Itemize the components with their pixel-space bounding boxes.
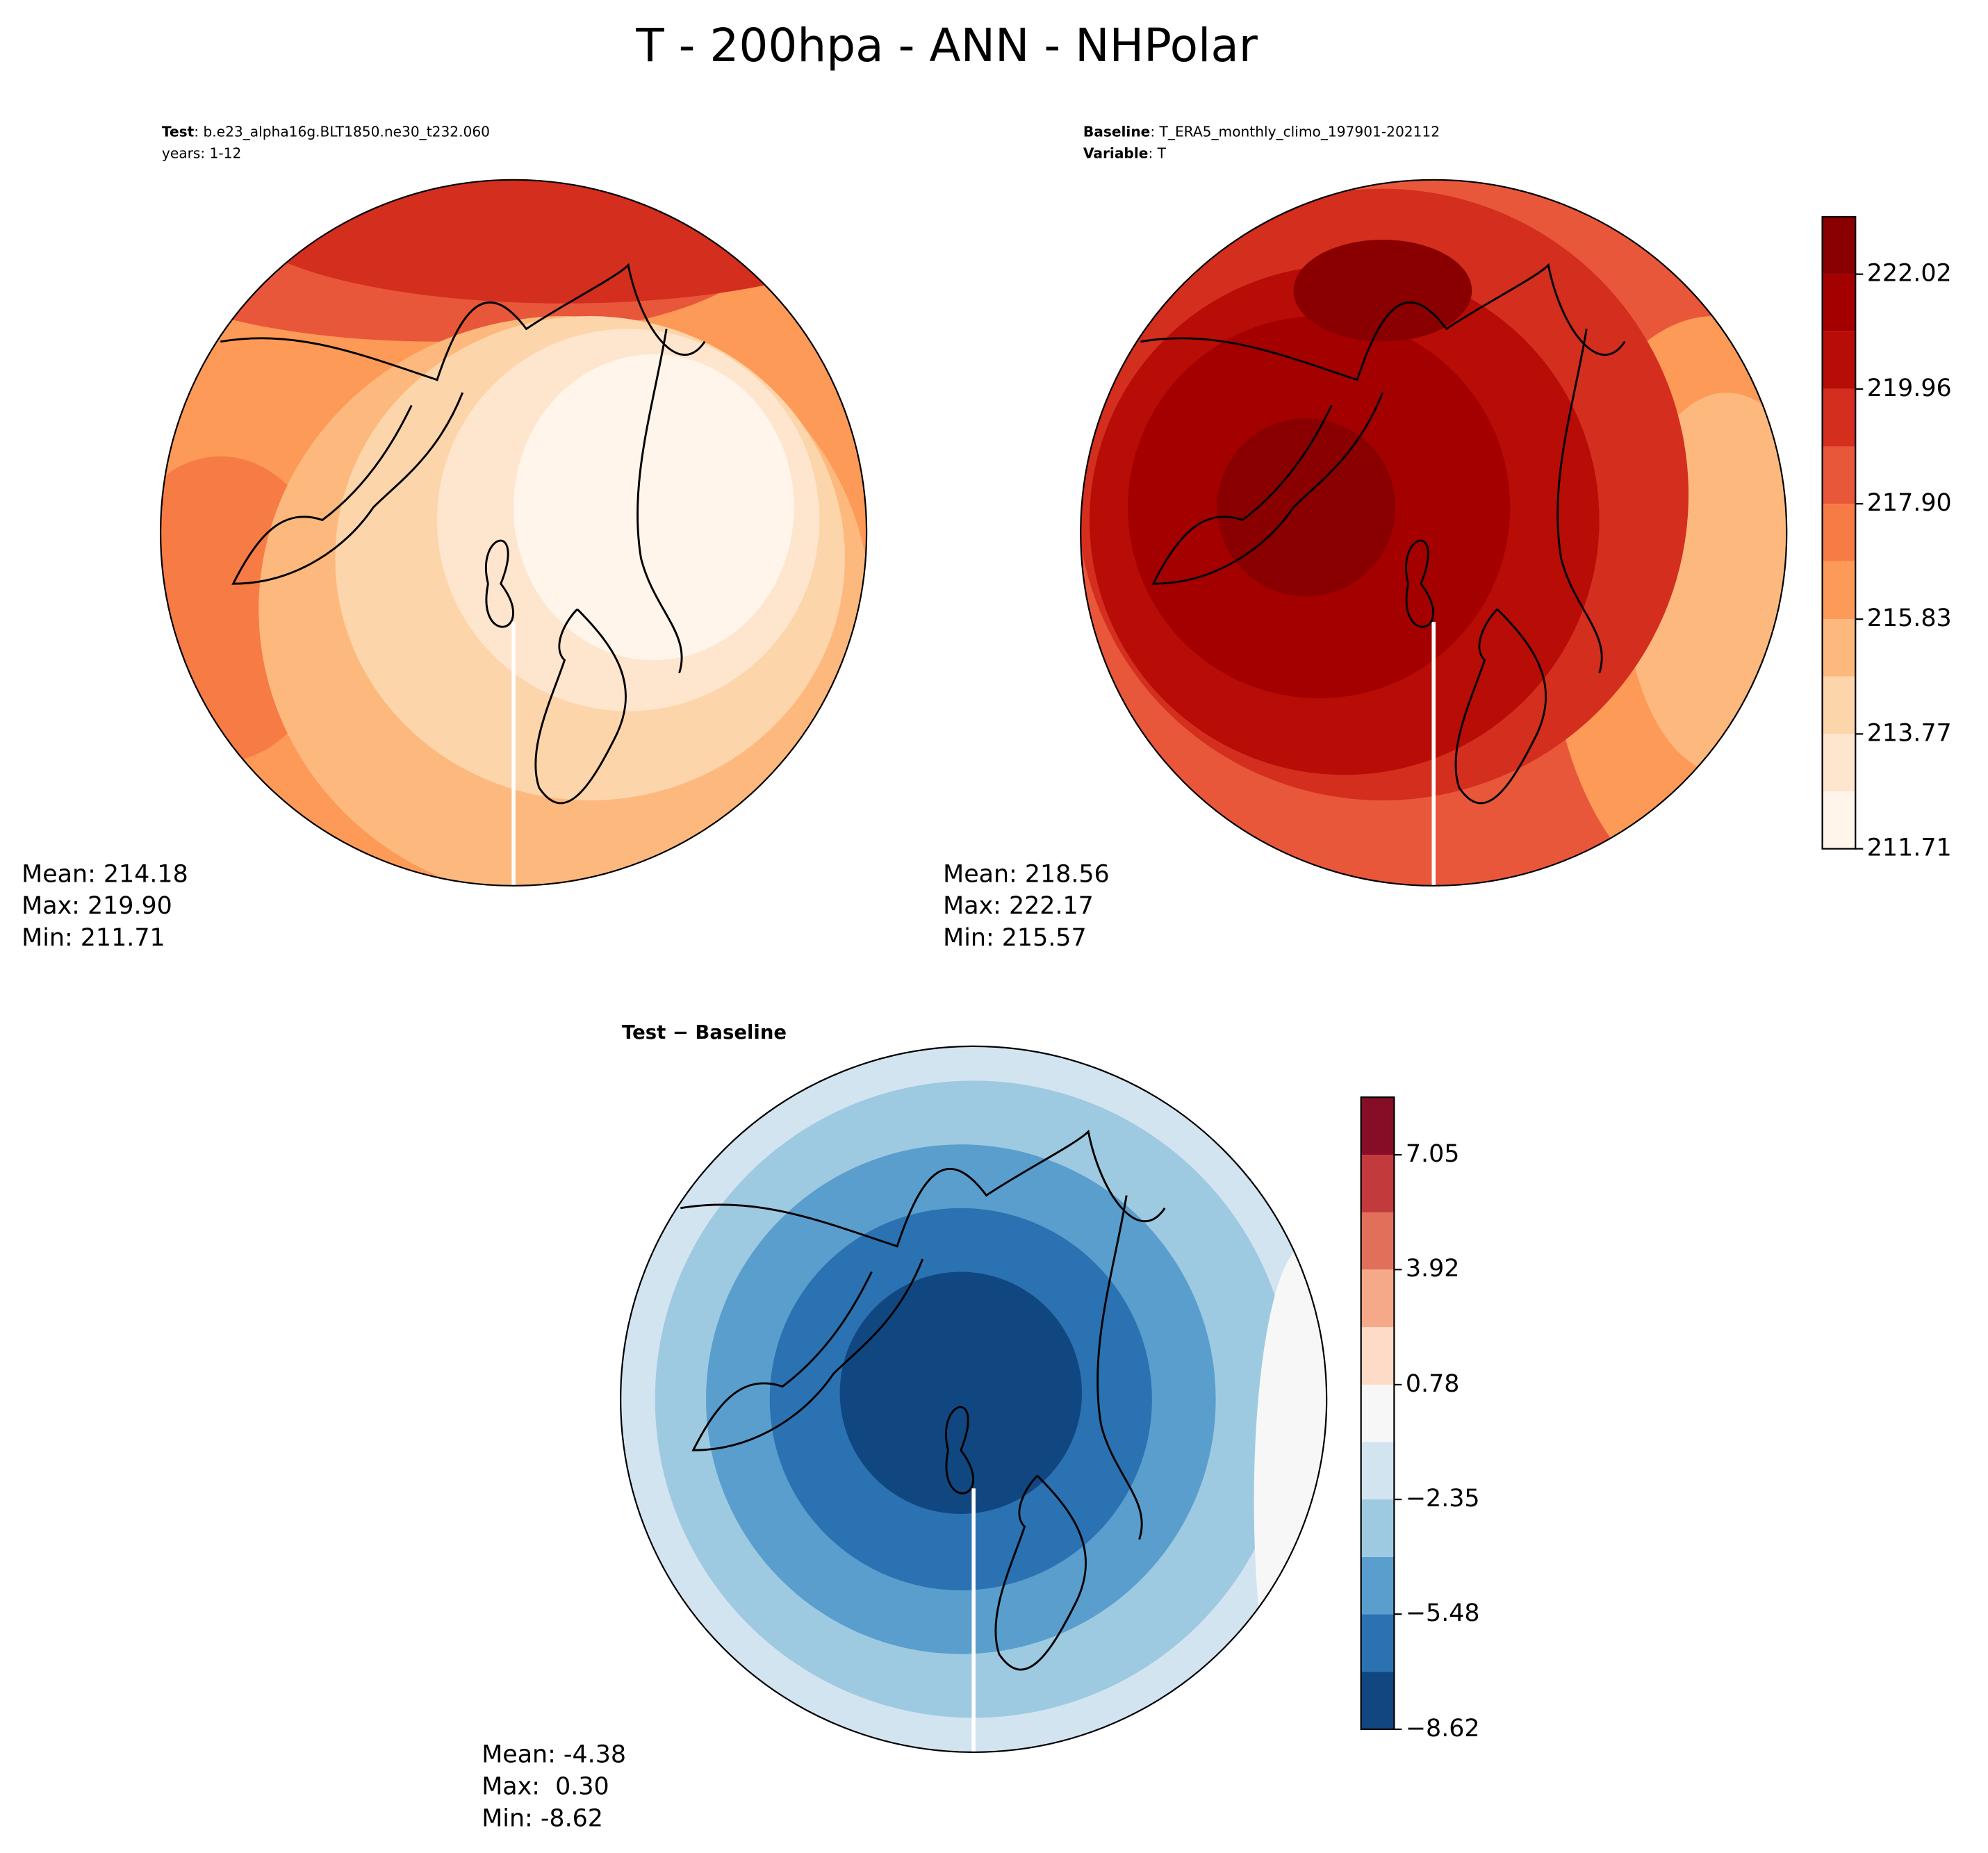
colorbar-band <box>1822 676 1856 734</box>
colorbar-band <box>1822 561 1856 620</box>
colorbar-tick-label: −2.35 <box>1406 1485 1480 1513</box>
header-label: Test − Baseline <box>622 1021 787 1044</box>
figure-title: T - 200hpa - ANN - NHPolar <box>635 19 1258 72</box>
contour-region <box>1217 418 1396 597</box>
colorbar-band <box>1822 791 1856 849</box>
colorbar-band <box>1822 274 1856 332</box>
colorbar-band <box>1361 1097 1395 1155</box>
panel-header: years: 1-12 <box>162 145 241 162</box>
colorbar-tick-label: 219.96 <box>1867 374 1952 402</box>
colorbar-tick-label: 7.05 <box>1406 1140 1460 1168</box>
colorbar-band <box>1822 446 1856 504</box>
map-field <box>161 179 867 886</box>
colorbar-band <box>1361 1672 1395 1729</box>
colorbar-band <box>1361 1155 1395 1212</box>
colorbar-band <box>1822 504 1856 561</box>
colorbar-tick-label: −5.48 <box>1406 1599 1480 1627</box>
header-text: : T <box>1148 145 1166 162</box>
map-boundary <box>620 1045 1328 1754</box>
colorbar-band <box>1361 1499 1395 1557</box>
colorbar-tick-label: 3.92 <box>1406 1255 1460 1283</box>
coastline <box>1140 263 1626 805</box>
header-label: Test <box>162 123 195 140</box>
stat-line: Mean: 218.56 <box>943 860 1110 888</box>
colorbar-tick-label: 213.77 <box>1867 719 1952 747</box>
colorbar-tick-label: −8.62 <box>1406 1715 1480 1743</box>
map-field <box>1081 179 1787 886</box>
colorbar-band <box>1822 619 1856 677</box>
header-text: : b.e23_alpha16g.BLT1850.ne30_t232.060 <box>194 123 490 140</box>
coastline <box>220 263 706 805</box>
stat-line: Mean: 214.18 <box>22 860 188 888</box>
colorbar-band <box>1822 388 1856 447</box>
contour-region <box>621 1046 745 1145</box>
colorbar-tick-label: 0.78 <box>1406 1370 1460 1398</box>
colorbar-band <box>1361 1269 1395 1328</box>
colorbar-tick-label: 215.83 <box>1867 604 1952 632</box>
colorbar-tick-label: 222.02 <box>1867 260 1952 288</box>
panel-header: Test − Baseline <box>622 1021 787 1044</box>
colorbar-tick-label: 217.90 <box>1867 489 1952 517</box>
colorbar-band <box>1361 1327 1395 1385</box>
map-field <box>621 1046 1327 1752</box>
stat-line: Min: 215.57 <box>943 924 1086 952</box>
map-boundary <box>159 179 868 887</box>
colorbar-band <box>1361 1614 1395 1672</box>
colorbar-band <box>1361 1212 1395 1270</box>
header-label: Variable <box>1083 145 1149 162</box>
colorbar-frame <box>1360 1096 1395 1731</box>
colorbar-tick-label: 211.71 <box>1867 834 1952 862</box>
colorbar-band <box>1822 734 1856 792</box>
colorbar-band <box>1361 1442 1395 1500</box>
contour-region <box>1254 1246 1327 1752</box>
contour-region <box>1293 239 1472 342</box>
colorbar-band <box>1361 1384 1395 1442</box>
header-text: years: 1-12 <box>162 145 241 162</box>
contour-region <box>233 179 867 304</box>
stat-line: Max: 222.17 <box>943 892 1094 920</box>
stat-line: Mean: -4.38 <box>482 1741 626 1769</box>
panel-header: Baseline: T_ERA5_monthly_climo_197901-20… <box>1083 123 1440 140</box>
contour-region <box>839 1271 1083 1514</box>
colorbar-frame <box>1821 215 1857 850</box>
header-text: : T_ERA5_monthly_climo_197901-202112 <box>1150 123 1440 140</box>
panel-header: Variable: T <box>1083 145 1167 162</box>
map-boundary <box>1080 179 1788 887</box>
coastline <box>680 1129 1166 1671</box>
contour-region <box>514 354 794 661</box>
stat-line: Min: -8.62 <box>482 1804 603 1832</box>
stat-line: Max: 0.30 <box>482 1772 609 1800</box>
header-label: Baseline <box>1083 123 1150 140</box>
stat-line: Min: 211.71 <box>22 924 165 952</box>
stat-line: Max: 219.90 <box>22 892 172 920</box>
panel-header: Test: b.e23_alpha16g.BLT1850.ne30_t232.0… <box>162 123 490 140</box>
colorbar-band <box>1822 216 1856 274</box>
colorbar-band <box>1822 331 1856 389</box>
colorbar-band <box>1361 1556 1395 1615</box>
